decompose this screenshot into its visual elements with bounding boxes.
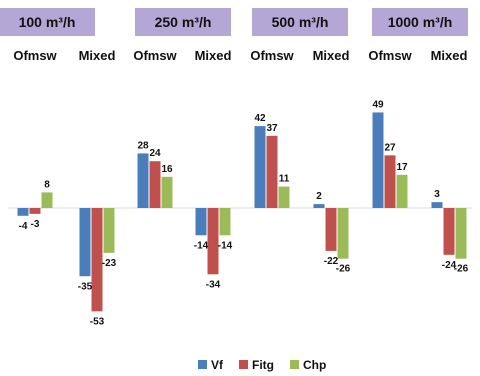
bar-chp bbox=[219, 208, 231, 236]
legend-label: Fitg bbox=[252, 358, 274, 372]
data-label: 3 bbox=[434, 189, 440, 200]
bar-vf bbox=[431, 202, 443, 208]
legend-label: Chp bbox=[303, 358, 326, 372]
cluster-label: Ofmsw bbox=[250, 48, 294, 63]
data-label: 24 bbox=[149, 148, 161, 159]
group-header-box bbox=[252, 8, 348, 36]
bar-chp bbox=[455, 208, 467, 259]
data-label: -14 bbox=[218, 240, 233, 251]
bar-vf bbox=[79, 208, 91, 277]
data-label: -34 bbox=[206, 279, 221, 290]
bar-chp bbox=[161, 176, 173, 208]
data-label: 37 bbox=[266, 123, 278, 134]
bars bbox=[17, 112, 467, 312]
cluster-label: Ofmsw bbox=[13, 48, 57, 63]
data-label: -4 bbox=[19, 221, 28, 232]
data-label: -14 bbox=[194, 240, 209, 251]
group-headers: 100 m³/h 250 m³/h 500 m³/h 1000 m³/h bbox=[0, 8, 468, 36]
cluster-label: Mixed bbox=[313, 48, 350, 63]
group-header-label: 100 m³/h bbox=[19, 14, 76, 30]
data-label: -26 bbox=[454, 264, 469, 275]
cluster-label: Ofmsw bbox=[368, 48, 412, 63]
legend-swatch-vf bbox=[198, 360, 207, 369]
data-label: 27 bbox=[384, 142, 396, 153]
bar-vf bbox=[372, 112, 384, 208]
cluster-label: Mixed bbox=[431, 48, 468, 63]
data-label: 17 bbox=[396, 162, 408, 173]
group-header-box bbox=[372, 8, 468, 36]
data-label: -23 bbox=[102, 258, 117, 269]
data-label: -26 bbox=[336, 264, 351, 275]
cluster-labels: Ofmsw Mixed Ofmsw Mixed Ofmsw Mixed Ofmsw Mixed bbox=[13, 48, 467, 63]
group-header-box bbox=[135, 8, 231, 36]
legend-swatch-fitg bbox=[239, 360, 248, 369]
legend: Vf Fitg Chp bbox=[198, 358, 326, 372]
cluster-label: Mixed bbox=[79, 48, 116, 63]
data-label: 42 bbox=[254, 113, 266, 124]
group-header-label: 250 m³/h bbox=[155, 14, 212, 30]
data-label: 49 bbox=[372, 99, 384, 110]
group-header-label: 500 m³/h bbox=[272, 14, 329, 30]
bar-fitg bbox=[266, 135, 278, 208]
data-label: 2 bbox=[316, 191, 322, 202]
legend-swatch-chp bbox=[290, 360, 299, 369]
bar-vf bbox=[313, 204, 325, 208]
data-label: -3 bbox=[31, 219, 40, 230]
bar-chp bbox=[41, 192, 53, 208]
data-label: -24 bbox=[442, 260, 457, 271]
bar-chp bbox=[103, 208, 115, 253]
data-label: 11 bbox=[279, 174, 290, 185]
data-labels: -4 -38-35-53-23282416-14-34-144237112-22-… bbox=[19, 99, 469, 327]
data-label: 16 bbox=[161, 164, 173, 175]
bar-fitg bbox=[29, 208, 41, 214]
group-header-label: 1000 m³/h bbox=[388, 14, 453, 30]
bar-fitg bbox=[325, 208, 337, 251]
cluster-label: Ofmsw bbox=[133, 48, 177, 63]
data-label: -53 bbox=[90, 316, 105, 327]
bar-vf bbox=[17, 208, 29, 216]
bar-chp bbox=[396, 174, 408, 208]
bar-vf bbox=[195, 208, 207, 236]
bar-fitg bbox=[207, 208, 219, 275]
bar-fitg bbox=[443, 208, 455, 255]
bar-fitg bbox=[384, 155, 396, 208]
bar-fitg bbox=[149, 161, 161, 208]
data-label: -35 bbox=[78, 281, 93, 292]
bar-chp bbox=[337, 208, 349, 259]
bar-chp bbox=[278, 186, 290, 208]
data-label: -22 bbox=[324, 256, 339, 267]
cluster-label: Mixed bbox=[195, 48, 232, 63]
data-label: 28 bbox=[137, 140, 149, 151]
data-label: 8 bbox=[44, 179, 50, 190]
bar-vf bbox=[254, 126, 266, 208]
bar-fitg bbox=[91, 208, 103, 312]
legend-label: Vf bbox=[211, 358, 224, 372]
group-header-box bbox=[0, 8, 95, 36]
bar-vf bbox=[137, 153, 149, 208]
